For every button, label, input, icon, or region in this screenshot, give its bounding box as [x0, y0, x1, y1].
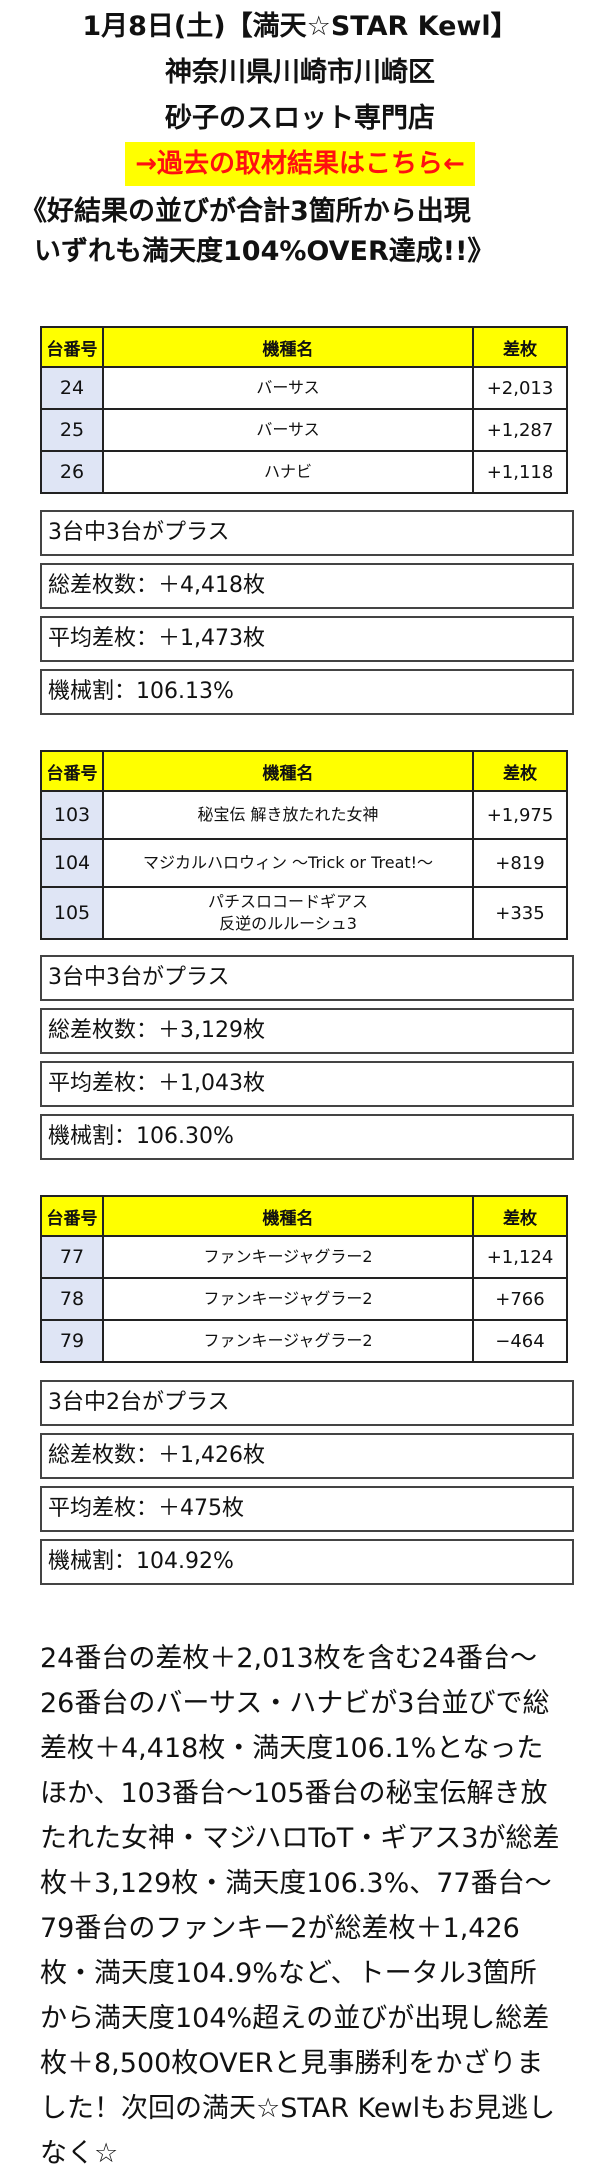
machine-model: ファンキージャグラー2 — [102, 1277, 474, 1321]
header-no: 台番号 — [40, 750, 104, 792]
results-table-2: 台番号 機種名 差枚 103 秘宝伝 解き放たれた女神 +1,975 104 マ… — [40, 750, 568, 940]
header-diff: 差枚 — [472, 1195, 568, 1237]
table-row: 103 秘宝伝 解き放たれた女神 +1,975 — [40, 790, 568, 840]
summary-payout-rate: 機械割：106.30% — [40, 1114, 574, 1160]
machine-number: 105 — [40, 886, 104, 940]
header-diff: 差枚 — [472, 326, 568, 368]
headline: 《好結果の並びが合計3箇所から出現 いずれも満天度104%OVER達成!!》 — [20, 192, 600, 272]
header-model: 機種名 — [102, 326, 474, 368]
table-header-row: 台番号 機種名 差枚 — [40, 750, 568, 792]
summary-average-diff: 平均差枚：＋1,043枚 — [40, 1061, 574, 1107]
title-line-1: 1月8日(土)【満天☆STAR Kewl】 — [82, 11, 518, 42]
summary-average-diff: 平均差枚：＋475枚 — [40, 1486, 574, 1532]
machine-diff: +1,975 — [472, 790, 568, 840]
table-row: 78 ファンキージャグラー2 +766 — [40, 1277, 568, 1321]
machine-number: 24 — [40, 366, 104, 410]
machine-number: 78 — [40, 1277, 104, 1321]
past-results-link[interactable]: →過去の取材結果はこちら← — [125, 142, 475, 186]
summary-total-diff: 総差枚数：＋4,418枚 — [40, 563, 574, 609]
header: 1月8日(土)【満天☆STAR Kewl】 神奈川県川崎市川崎区 砂子のスロット… — [0, 8, 600, 186]
header-no: 台番号 — [40, 326, 104, 368]
header-diff: 差枚 — [472, 750, 568, 792]
results-table-1: 台番号 機種名 差枚 24 バーサス +2,013 25 バーサス +1,287… — [40, 326, 568, 494]
title-line-3: 砂子のスロット専門店 — [165, 103, 435, 134]
machine-model-line-1: パチスロコードギアス — [207, 892, 368, 911]
summary-payout-rate: 機械割：104.92% — [40, 1539, 574, 1585]
machine-number: 104 — [40, 838, 104, 888]
table-header-row: 台番号 機種名 差枚 — [40, 326, 568, 368]
header-model: 機種名 — [102, 750, 474, 792]
results-table-3: 台番号 機種名 差枚 77 ファンキージャグラー2 +1,124 78 ファンキ… — [40, 1195, 568, 1363]
machine-diff: +335 — [472, 886, 568, 940]
machine-number: 25 — [40, 408, 104, 452]
table-row: 26 ハナビ +1,118 — [40, 450, 568, 494]
machine-number: 26 — [40, 450, 104, 494]
header-no: 台番号 — [40, 1195, 104, 1237]
machine-diff: +1,287 — [472, 408, 568, 452]
table-row: 105 パチスロコードギアス 反逆のルルーシュ3 +335 — [40, 886, 568, 940]
machine-diff: +766 — [472, 1277, 568, 1321]
title-line-2: 神奈川県川崎市川崎区 — [165, 57, 435, 88]
headline-line-1: 《好結果の並びが合計3箇所から出現 — [20, 196, 471, 227]
machine-diff: −464 — [472, 1319, 568, 1363]
header-model: 機種名 — [102, 1195, 474, 1237]
table-header-row: 台番号 機種名 差枚 — [40, 1195, 568, 1237]
summary-plus-count: 3台中2台がプラス — [40, 1380, 574, 1426]
machine-model: ハナビ — [102, 450, 474, 494]
machine-diff: +1,118 — [472, 450, 568, 494]
machine-model-line-2: 反逆のルルーシュ3 — [219, 914, 357, 933]
summary-total-diff: 総差枚数：＋3,129枚 — [40, 1008, 574, 1054]
machine-diff: +1,124 — [472, 1235, 568, 1279]
machine-number: 79 — [40, 1319, 104, 1363]
machine-model: ファンキージャグラー2 — [102, 1235, 474, 1279]
summary-total-diff: 総差枚数：＋1,426枚 — [40, 1433, 574, 1479]
table-row: 24 バーサス +2,013 — [40, 366, 568, 410]
summary-payout-rate: 機械割：106.13% — [40, 669, 574, 715]
summary-average-diff: 平均差枚：＋1,473枚 — [40, 616, 574, 662]
machine-model: マジカルハロウィン ～Trick or Treat!～ — [102, 838, 474, 888]
headline-line-2: いずれも満天度104%OVER達成!!》 — [34, 236, 495, 267]
machine-diff: +819 — [472, 838, 568, 888]
machine-diff: +2,013 — [472, 366, 568, 410]
table-row: 104 マジカルハロウィン ～Trick or Treat!～ +819 — [40, 838, 568, 888]
machine-number: 103 — [40, 790, 104, 840]
summary-paragraph: 24番台の差枚＋2,013枚を含む24番台～26番台のバーサス・ハナビが3台並び… — [40, 1643, 560, 2169]
machine-model: ファンキージャグラー2 — [102, 1319, 474, 1363]
machine-number: 77 — [40, 1235, 104, 1279]
machine-model: 秘宝伝 解き放たれた女神 — [102, 790, 474, 840]
summary-plus-count: 3台中3台がプラス — [40, 510, 574, 556]
summary-plus-count: 3台中3台がプラス — [40, 955, 574, 1001]
machine-model: バーサス — [102, 366, 474, 410]
table-row: 77 ファンキージャグラー2 +1,124 — [40, 1235, 568, 1279]
table-row: 79 ファンキージャグラー2 −464 — [40, 1319, 568, 1363]
machine-model: バーサス — [102, 408, 474, 452]
table-row: 25 バーサス +1,287 — [40, 408, 568, 452]
machine-model: パチスロコードギアス 反逆のルルーシュ3 — [102, 886, 474, 940]
